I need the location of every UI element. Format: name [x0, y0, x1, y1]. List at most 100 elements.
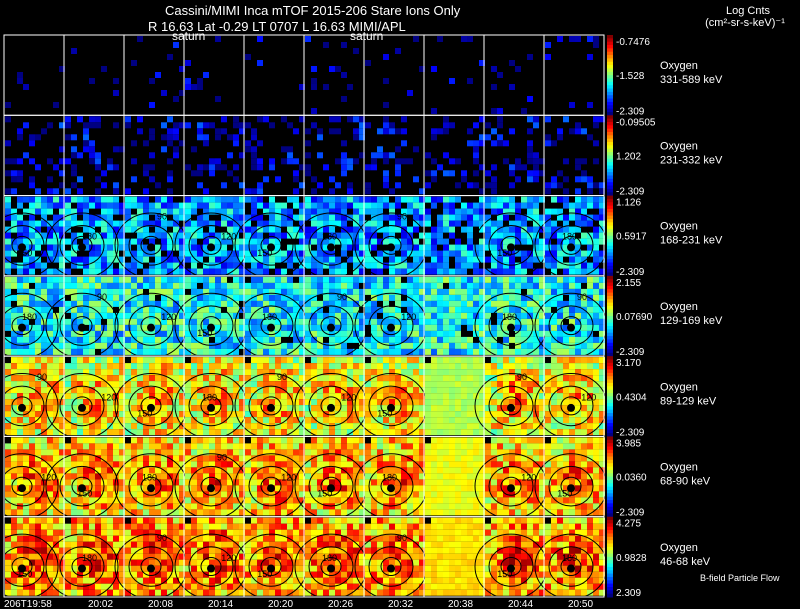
colorbar-segment	[607, 249, 613, 253]
colorbar-segment	[607, 583, 613, 588]
colorbar-segment	[607, 510, 613, 514]
contour-label: 90	[517, 372, 527, 382]
contour-label: 90	[217, 453, 227, 463]
image-panel	[5, 116, 65, 195]
image-panel	[0, 357, 65, 439]
image-panel	[234, 517, 308, 600]
species-label: Oxygen	[660, 462, 698, 474]
colorbar-segment	[607, 593, 613, 598]
image-panel	[474, 196, 548, 279]
colorbar-segment	[607, 101, 613, 106]
colorbar-segment	[607, 55, 613, 59]
image-panel	[45, 276, 125, 359]
colorbar-segment	[607, 436, 613, 441]
image-panel	[185, 116, 245, 195]
contour-label: 150	[257, 248, 272, 258]
colorbar-max-label: 4.275	[616, 519, 641, 530]
image-panel	[365, 116, 425, 195]
image-panel	[425, 357, 485, 436]
colorbar-min-label: -2.309	[616, 267, 645, 278]
image-panel	[425, 437, 485, 516]
time-tick-label: 20:50	[568, 599, 593, 609]
colorbar-segment	[607, 540, 613, 544]
colorbar-segment	[607, 479, 613, 484]
contour-label: 120	[161, 312, 176, 322]
colorbar-segment	[607, 402, 613, 407]
colorbar-segment	[607, 185, 613, 190]
colorbar-segment	[607, 252, 613, 257]
colorbar-max-label: 3.170	[616, 358, 641, 369]
colorbar-segment	[607, 95, 613, 100]
colorbar-segment	[607, 195, 613, 200]
colorbar-segment	[607, 520, 613, 524]
colorbar-mid-label: -1.528	[616, 71, 645, 82]
colorbar-mid-label: 0.07690	[616, 312, 653, 323]
image-panel	[534, 517, 608, 600]
colorbar-max-label: 2.155	[616, 278, 641, 289]
contour-label: 150	[377, 408, 392, 418]
colorbar-segment	[607, 299, 613, 304]
colorbar-segment	[607, 530, 613, 534]
time-tick-label: 20:32	[388, 599, 413, 609]
image-panel	[294, 437, 368, 520]
colorbar-segment	[607, 576, 613, 581]
colorbar-segment	[607, 526, 613, 531]
colorbar-mid-label: 1.202	[616, 151, 641, 162]
image-panel	[0, 276, 65, 359]
colorbar-segment	[607, 142, 613, 146]
colorbar-segment	[607, 486, 613, 491]
colorbar-mid-label: 0.5917	[616, 232, 647, 243]
colorbar-segment	[607, 379, 613, 384]
colorbar-segment	[607, 202, 613, 207]
image-panel	[294, 357, 368, 439]
contour-label: 180	[562, 553, 577, 563]
image-panel	[245, 36, 305, 90]
image-panel	[354, 437, 428, 520]
species-label: Oxygen	[660, 381, 698, 393]
colorbar-segment	[607, 550, 613, 555]
panel-border	[483, 34, 545, 116]
colorbar-segment	[607, 192, 613, 197]
colorbar-segment	[607, 145, 613, 150]
colorbar-segment	[607, 132, 613, 136]
colorbar-segment	[607, 138, 613, 143]
colorbar-segment	[607, 81, 613, 86]
colorbar-segment	[607, 489, 613, 494]
time-tick-label: 20:20	[268, 599, 293, 609]
image-panel	[114, 196, 188, 279]
colorbar-segment	[607, 446, 613, 451]
contour-label: 150	[17, 569, 32, 579]
colorbar-segment	[607, 453, 613, 457]
contour-label: 180	[82, 232, 97, 242]
energy-label: 129-169 keV	[660, 315, 723, 327]
colorbar-segment	[607, 85, 613, 90]
image-panel	[425, 517, 485, 596]
image-panel	[245, 116, 305, 195]
colorbar-segment	[607, 91, 613, 96]
legend-units: (cm²-sr-s-keV)⁻¹	[705, 17, 785, 29]
colorbar-segment	[607, 155, 613, 160]
colorbar-segment	[607, 68, 613, 73]
image-panel	[45, 517, 125, 600]
colorbar-segment	[607, 125, 613, 130]
colorbar-segment	[607, 292, 613, 297]
image-panel	[114, 276, 188, 359]
contour-label: 90	[157, 212, 167, 222]
colorbar-max-label: -0.09505	[616, 117, 656, 128]
colorbar-segment	[607, 175, 613, 180]
colorbar-segment	[607, 356, 613, 360]
colorbar-segment	[607, 229, 613, 233]
image-panel	[71, 48, 119, 96]
image-panel	[474, 437, 548, 520]
image-panel	[474, 276, 548, 359]
species-label: Oxygen	[660, 221, 698, 233]
colorbar-segment	[607, 419, 613, 424]
colorbar-segment	[607, 235, 613, 240]
colorbar-segment	[607, 439, 613, 444]
species-label: Oxygen	[660, 301, 698, 313]
colorbar-segment	[607, 289, 613, 294]
colorbar-segment	[607, 232, 613, 237]
colorbar-segment	[607, 215, 613, 220]
colorbar-segment	[607, 295, 613, 300]
contour-label: 150	[497, 248, 512, 258]
